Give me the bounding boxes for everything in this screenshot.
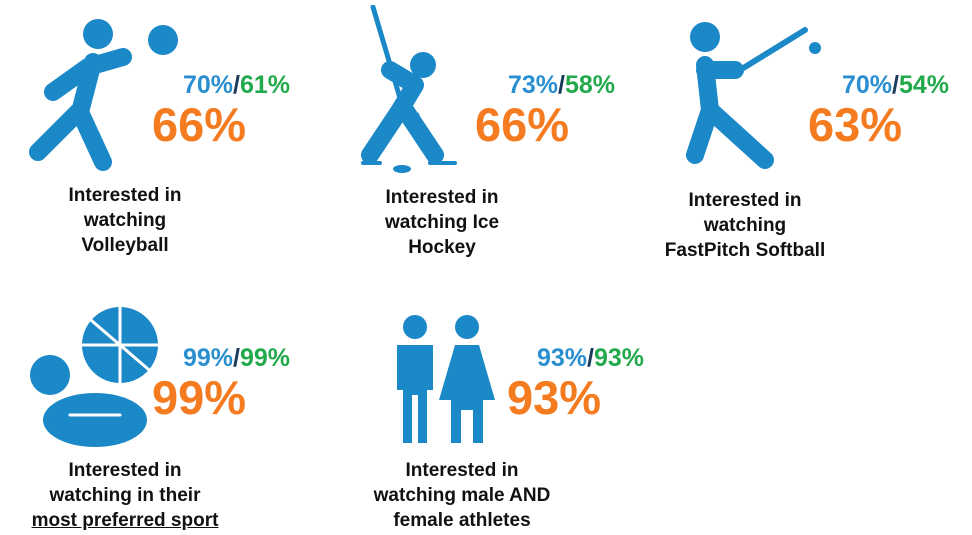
total-stat: 66% — [475, 98, 570, 151]
caption-line: Volleyball — [81, 235, 169, 256]
caption-line: most preferred sport — [31, 510, 219, 531]
people-icon — [397, 315, 495, 443]
caption-line: Interested in — [405, 460, 519, 481]
caption: Interested in watching Ice Hockey — [312, 185, 572, 260]
caption-line: watching in their — [49, 485, 201, 506]
caption: Interested in watching FastPitch Softball — [615, 188, 875, 263]
total-stat: 63% — [808, 98, 903, 151]
stat-pair: 93%/93% — [537, 344, 644, 372]
softball-icon — [686, 22, 821, 169]
caption-line: watching — [703, 215, 787, 236]
hockey-icon — [361, 5, 457, 173]
green-stat: 99% — [240, 344, 291, 372]
total-stat: 66% — [152, 98, 247, 151]
caption: Interested in watching male AND female ath… — [332, 458, 592, 533]
caption-line: watching — [83, 210, 167, 231]
caption-line: FastPitch Softball — [664, 240, 826, 261]
blue-stat: 99% — [183, 344, 234, 372]
volleyball-icon — [29, 19, 178, 171]
green-stat: 93% — [594, 344, 645, 372]
stat-pair: 70%/54% — [842, 71, 949, 99]
caption-line: Interested in — [68, 185, 182, 206]
caption-line: Interested in — [688, 190, 802, 211]
blue-stat: 70% — [842, 71, 893, 99]
caption-line: Interested in — [68, 460, 182, 481]
caption-line: female athletes — [393, 510, 531, 531]
stat-pair: 70%/61% — [183, 71, 290, 99]
caption-line: Interested in — [385, 187, 499, 208]
green-stat: 54% — [899, 71, 950, 99]
blue-stat: 93% — [537, 344, 588, 372]
caption: Interested in watching Volleyball — [0, 183, 255, 258]
separator: / — [233, 71, 240, 99]
caption-line: Hockey — [408, 237, 476, 258]
caption: Interested in watching in their most prefe… — [0, 458, 255, 533]
green-stat: 58% — [565, 71, 616, 99]
caption-line: watching male AND — [373, 485, 551, 506]
blue-stat: 73% — [508, 71, 559, 99]
caption-line: watching Ice — [384, 212, 500, 233]
blue-stat: 70% — [183, 71, 234, 99]
total-stat: 93% — [507, 371, 602, 424]
stat-pair: 73%/58% — [508, 71, 615, 99]
separator: / — [587, 344, 594, 372]
balls-icon — [30, 305, 160, 447]
separator: / — [233, 344, 240, 372]
green-stat: 61% — [240, 71, 291, 99]
stat-pair: 99%/99% — [183, 344, 290, 372]
separator: / — [892, 71, 899, 99]
total-stat: 99% — [152, 371, 247, 424]
separator: / — [558, 71, 565, 99]
